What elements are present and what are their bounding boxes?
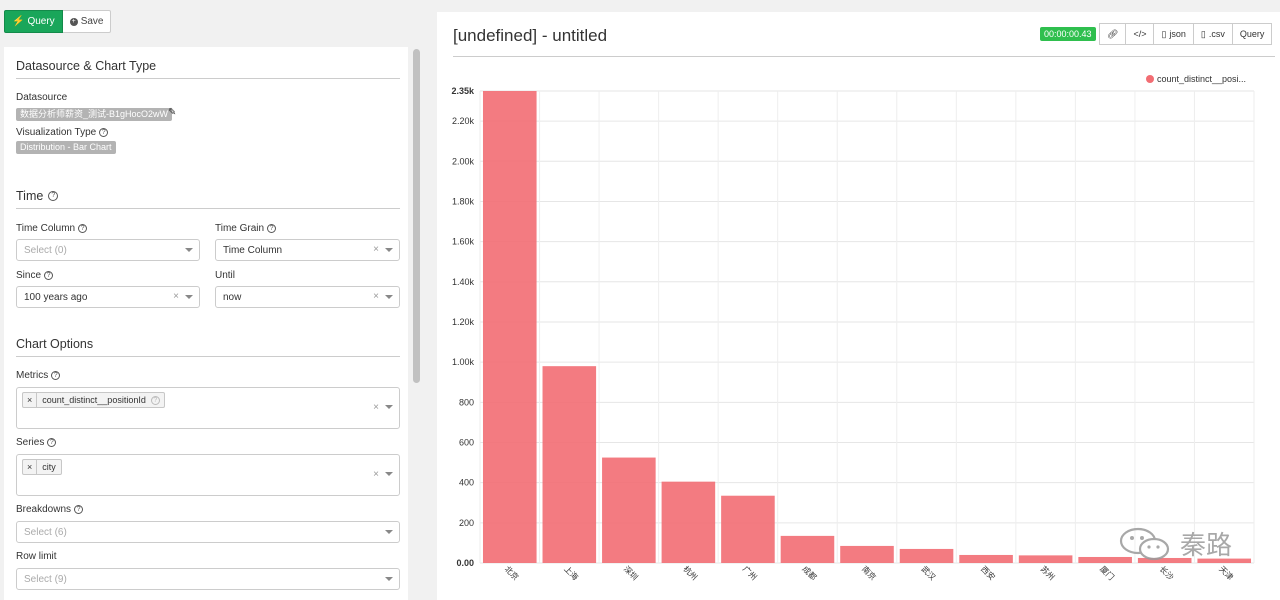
row-limit-select[interactable]: Select (9): [16, 568, 400, 590]
since-select[interactable]: 100 years ago ×: [16, 286, 200, 308]
time-column-placeholder: Select (0): [24, 244, 67, 256]
viz-type-label: Visualization Type?: [16, 127, 109, 138]
since-label: Since?: [16, 270, 54, 281]
until-label: Until: [215, 270, 236, 281]
link-icon: 🔗︎: [1107, 28, 1119, 39]
csv-button[interactable]: ▯ .csv: [1193, 23, 1233, 45]
view-query-button-label: Query: [1239, 29, 1265, 39]
divider: [16, 356, 400, 357]
series-chip: × city: [22, 459, 62, 475]
until-value: now: [223, 291, 242, 303]
clear-icon[interactable]: ×: [373, 469, 379, 480]
json-button[interactable]: ▯ json: [1154, 23, 1194, 45]
chevron-down-icon: [385, 248, 393, 252]
metrics-label: Metrics?: [16, 370, 61, 381]
query-button-label: Query: [27, 16, 55, 27]
datasource-label: Datasource: [16, 92, 68, 103]
csv-button-label: .csv: [1208, 29, 1225, 39]
chevron-down-icon: [385, 405, 393, 409]
chevron-down-icon: [385, 530, 393, 534]
datasource-tag[interactable]: 数据分析师薪资_测试-B1gHocO2wW: [16, 108, 173, 121]
series-label: Series?: [16, 437, 57, 448]
query-timer-badge: 00:00:00.43: [1040, 27, 1096, 41]
series-select[interactable]: × city ×: [16, 454, 400, 496]
chevron-down-icon: [385, 472, 393, 476]
until-select[interactable]: now ×: [215, 286, 400, 308]
breakdowns-label: Breakdowns?: [16, 504, 84, 515]
series-chip-label: city: [42, 462, 56, 472]
clear-icon[interactable]: ×: [373, 244, 379, 255]
viz-type-tag[interactable]: Distribution - Bar Chart: [16, 141, 116, 154]
time-column-label: Time Column?: [16, 223, 88, 234]
watermark-text: 秦路: [1180, 530, 1233, 560]
breakdowns-select[interactable]: Select (6): [16, 521, 400, 543]
help-icon[interactable]: ?: [44, 271, 54, 280]
edit-icon[interactable]: ✎: [168, 107, 177, 118]
help-icon[interactable]: ?: [78, 224, 88, 233]
clear-icon[interactable]: ×: [373, 402, 379, 413]
chevron-down-icon: [385, 577, 393, 581]
divider: [453, 56, 1275, 57]
help-icon[interactable]: ?: [47, 438, 57, 447]
time-section-title: Time?: [16, 189, 59, 203]
breakdowns-placeholder: Select (6): [24, 526, 67, 538]
help-icon[interactable]: ?: [267, 224, 277, 233]
chart-actions: 🔗︎ </> ▯ json ▯ .csv Query: [1099, 23, 1273, 45]
metric-chip-label: count_distinct__positionId: [42, 395, 146, 405]
divider: [16, 208, 400, 209]
help-icon[interactable]: ?: [51, 371, 61, 380]
embed-button[interactable]: </>: [1126, 23, 1155, 45]
metric-chip: × count_distinct__positionId ?: [22, 392, 165, 408]
remove-icon[interactable]: ×: [23, 393, 38, 407]
time-grain-select[interactable]: Time Column ×: [215, 239, 400, 261]
watermark: 秦路: [1118, 525, 1232, 562]
plus-circle-icon: +: [69, 17, 78, 26]
remove-icon[interactable]: ×: [23, 460, 38, 474]
help-icon[interactable]: ?: [150, 395, 160, 405]
control-panel: Datasource & Chart Type Datasource 数据分析师…: [4, 47, 408, 600]
chevron-down-icon: [185, 248, 193, 252]
view-query-button[interactable]: Query: [1232, 23, 1273, 45]
wechat-logo-icon: [1119, 527, 1170, 560]
time-grain-label: Time Grain?: [215, 223, 277, 234]
help-icon[interactable]: ?: [74, 505, 84, 514]
scrollbar[interactable]: [413, 49, 420, 383]
top-toolbar: ⚡ Query + Save: [4, 10, 112, 33]
chevron-down-icon: [185, 295, 193, 299]
json-button-label: json: [1169, 29, 1186, 39]
code-icon: </>: [1133, 29, 1147, 39]
time-grain-value: Time Column: [223, 244, 283, 256]
save-button-label: Save: [80, 16, 104, 27]
clear-icon[interactable]: ×: [373, 291, 379, 302]
link-button[interactable]: 🔗︎: [1099, 23, 1127, 45]
query-button[interactable]: ⚡ Query: [4, 10, 63, 33]
divider: [16, 78, 400, 79]
chart-options-section-title: Chart Options: [16, 337, 94, 351]
row-limit-placeholder: Select (9): [24, 573, 67, 585]
file-icon: ▯: [1200, 28, 1206, 39]
since-value: 100 years ago: [24, 291, 88, 303]
page-title[interactable]: [undefined] - untitled: [453, 26, 608, 45]
chevron-down-icon: [385, 295, 393, 299]
help-icon[interactable]: ?: [48, 191, 59, 201]
row-limit-label: Row limit: [16, 551, 57, 562]
help-icon[interactable]: ?: [99, 128, 109, 137]
file-icon: ▯: [1161, 28, 1167, 39]
save-button[interactable]: + Save: [62, 10, 112, 33]
time-column-select[interactable]: Select (0): [16, 239, 200, 261]
datasource-section-title: Datasource & Chart Type: [16, 59, 157, 73]
bolt-icon: ⚡: [12, 16, 25, 27]
metrics-select[interactable]: × count_distinct__positionId ? ×: [16, 387, 400, 429]
clear-icon[interactable]: ×: [173, 291, 179, 302]
chart-panel: [undefined] - untitled 00:00:00.43 🔗︎ </…: [437, 12, 1280, 600]
